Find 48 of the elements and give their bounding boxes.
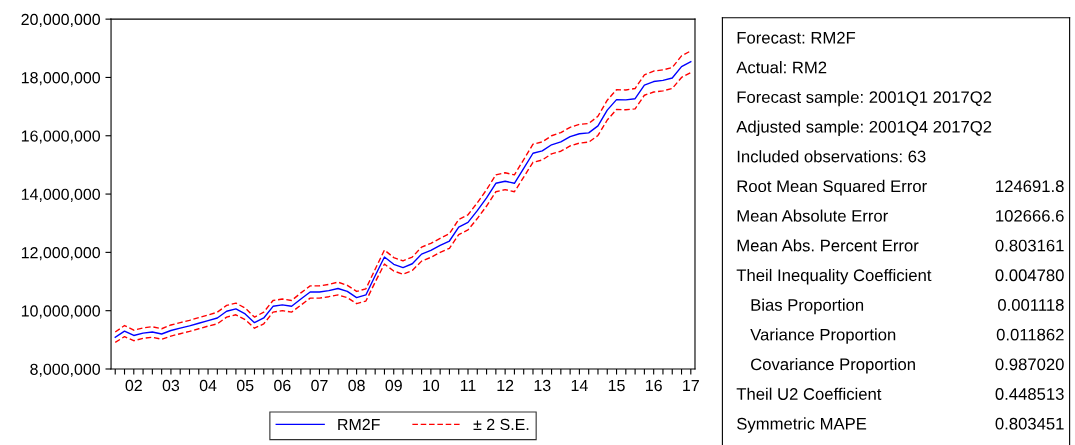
x-tick-label: 09 bbox=[385, 379, 402, 392]
y-tick-label: 8,000,000 bbox=[30, 363, 101, 377]
x-tick-label: 06 bbox=[274, 379, 291, 392]
category-label: Theil Inequality Coefficient bbox=[736, 268, 932, 285]
x-tick-label: 04 bbox=[199, 379, 217, 392]
category-label: Adjusted sample: 2001Q4 2017Q2 bbox=[736, 120, 992, 136]
text: 0.004780 bbox=[995, 269, 1064, 282]
x-tick-label: 14 bbox=[571, 380, 588, 391]
text: 0.011862 bbox=[996, 328, 1064, 341]
y-tick-label: 20,000,000 bbox=[21, 13, 101, 27]
text: 0.803451 bbox=[995, 417, 1064, 430]
y-tick-label: 14,000,000 bbox=[21, 188, 101, 202]
y-tick-label: 18,000,000 bbox=[21, 72, 101, 86]
legend-label: RM2F bbox=[338, 418, 380, 430]
legend-label: ± 2 S.E. bbox=[473, 418, 529, 431]
text: 0.001118 bbox=[998, 299, 1064, 311]
x-tick-label: 11 bbox=[460, 380, 476, 391]
x-tick-label: 12 bbox=[497, 379, 514, 391]
text: 0.987020 bbox=[995, 358, 1064, 371]
category-label: Root Mean Squared Error bbox=[737, 179, 927, 196]
category-label: Forecast sample: 2001Q1 2017Q2 bbox=[737, 90, 992, 107]
category-label: Bias Proportion bbox=[751, 298, 864, 315]
category-label: Symmetric MAPE bbox=[737, 417, 867, 433]
x-tick-label: 03 bbox=[162, 379, 180, 392]
text: 124691.8 bbox=[996, 180, 1064, 193]
category-label: Theil U2 Coefficient bbox=[736, 387, 882, 400]
y-tick-label: 10,000,000 bbox=[21, 305, 101, 319]
x-tick-label: 05 bbox=[236, 379, 254, 392]
category-label: Included observations: 63 bbox=[737, 150, 926, 163]
x-tick-label: 08 bbox=[348, 379, 365, 392]
x-tick-label: 10 bbox=[423, 379, 440, 392]
category-label: Variance Proportion bbox=[750, 328, 896, 344]
x-tick-label: 07 bbox=[311, 379, 328, 392]
x-tick-label: 15 bbox=[608, 380, 625, 392]
y-tick-label: 16,000,000 bbox=[21, 130, 101, 144]
text: 102666.6 bbox=[996, 209, 1064, 222]
category-label: Covariance Proportion bbox=[751, 357, 915, 374]
y-tick-label: 12,000,000 bbox=[21, 247, 101, 261]
x-tick-label: 17 bbox=[683, 380, 699, 391]
text: 0.448513 bbox=[995, 388, 1064, 400]
text: 0.803161 bbox=[995, 239, 1064, 252]
x-tick-label: 02 bbox=[125, 379, 142, 392]
category-label: Mean Abs. Percent Error bbox=[737, 239, 919, 252]
category-label: Mean Absolute Error bbox=[737, 209, 888, 222]
x-tick-label: 16 bbox=[646, 379, 662, 392]
category-label: Actual: RM2 bbox=[736, 61, 827, 74]
x-tick-label: 13 bbox=[534, 379, 551, 392]
category-label: Forecast: RM2F bbox=[737, 31, 856, 44]
